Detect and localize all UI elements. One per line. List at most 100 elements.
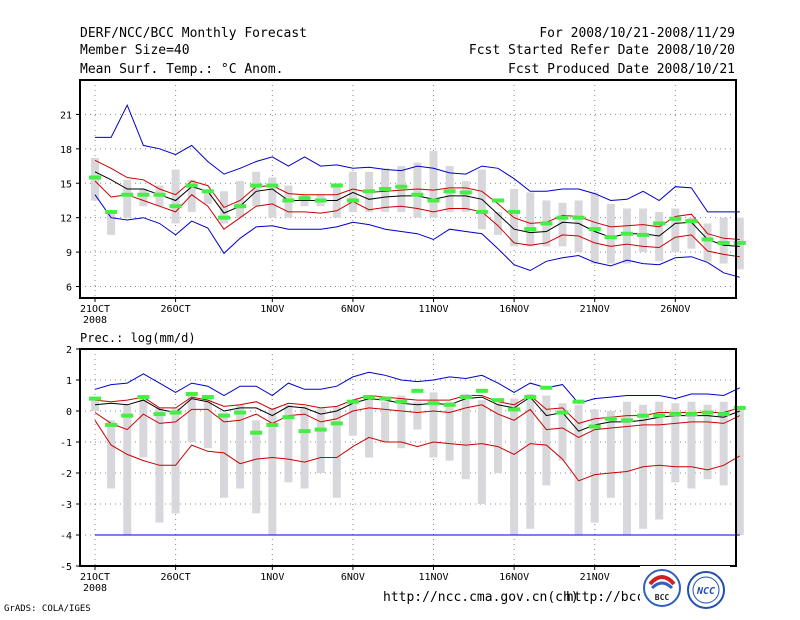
precipitation-chart: -5 -4 -3 -2 -1 0 1 2 21OCT 26OCT 1NOV 6NOV 11NOV 16NO… <box>60 345 746 594</box>
precip-member-range-bar <box>300 406 309 489</box>
temp-member-range-bar <box>187 179 196 212</box>
precip-observed-mark <box>701 410 714 415</box>
precip-member-range-bar <box>558 403 567 461</box>
precip-ytick-label: -1 <box>60 438 72 449</box>
temp-member-range-bar <box>445 166 454 212</box>
precip-ytick-label: -2 <box>60 469 72 480</box>
precip-observed-mark <box>508 407 521 412</box>
precip-ytick-label: -4 <box>60 531 72 542</box>
precip-ytick-label: 0 <box>66 407 72 418</box>
precip-xtick-label: 21NOV <box>580 572 610 583</box>
temp-observed-mark <box>459 190 472 195</box>
temp-member-range-bar <box>252 171 261 207</box>
temp-observed-mark <box>572 215 585 220</box>
temp-observed-mark <box>298 196 311 201</box>
precip-member-range-bar <box>284 404 293 483</box>
precip-series-min <box>94 420 741 482</box>
precip-observed-mark <box>572 399 585 404</box>
precip-observed-mark <box>475 388 488 393</box>
precip-member-range-bar <box>590 409 599 523</box>
precip-member-range-bar <box>655 401 664 520</box>
precip-ytick-label: -3 <box>60 500 72 511</box>
precip-member-range-bar <box>703 404 712 480</box>
precip-observed-mark <box>685 412 698 417</box>
temp-year-label: 2008 <box>83 315 107 326</box>
temp-observed-mark <box>443 189 456 194</box>
temp-observed-mark <box>346 198 359 203</box>
produced-date-label: Fcst Produced Date 2008/10/21 <box>508 62 735 77</box>
temp-member-range-bar <box>236 180 245 218</box>
temp-member-range-bar <box>494 211 502 235</box>
temp-observed-mark <box>588 227 601 232</box>
temp-observed-mark <box>89 175 101 180</box>
precip-member-range-bar <box>107 420 116 489</box>
precip-member-range-bar <box>574 404 583 535</box>
precip-observed-mark <box>298 429 311 434</box>
precip-observed-mark <box>459 395 472 400</box>
temp-member-range-bar <box>268 177 277 218</box>
temp-observed-mark <box>492 198 504 203</box>
precip-observed-mark <box>363 395 376 400</box>
temp-xtick-label: 21NOV <box>580 304 610 315</box>
precip-member-range-bar <box>671 403 680 483</box>
temp-observed-mark <box>121 192 134 197</box>
temp-xtick-label: 1NOV <box>260 304 284 315</box>
temp-member-range-bar <box>622 208 631 264</box>
temp-observed-mark <box>379 187 392 191</box>
temp-observed-mark <box>701 237 714 242</box>
temp-member-range-bar <box>203 191 212 204</box>
precip-observed-mark <box>169 410 182 415</box>
precip-member-range-bar <box>622 401 631 535</box>
temp-xtick-label: 21OCT <box>80 304 110 315</box>
precip-member-range-bar <box>139 395 148 458</box>
precip-member-range-bar <box>187 395 196 442</box>
precip-member-range-bar <box>461 393 470 480</box>
temp-series-upper <box>94 159 740 240</box>
bcc-url-link[interactable]: http://bcc. <box>566 590 653 605</box>
temp-observed-mark <box>363 189 376 194</box>
precip-observed-mark <box>395 399 408 404</box>
temp-observed-mark <box>733 240 746 245</box>
precip-member-range-bar <box>316 407 325 473</box>
temp-member-range-bar <box>526 192 535 247</box>
temp-member-range-bar <box>413 162 422 218</box>
precip-observed-mark <box>540 385 553 390</box>
temp-observed-mark <box>604 235 617 240</box>
precip-member-range-bar <box>252 420 261 514</box>
precip-member-range-bar <box>123 404 132 535</box>
temp-member-range-bar <box>558 202 567 247</box>
precip-observed-mark <box>669 412 682 417</box>
temp-ytick-label: 9 <box>66 248 72 259</box>
temp-ytick-label: 15 <box>60 179 72 190</box>
precip-plot-frame <box>79 348 737 567</box>
temp-observed-mark <box>475 209 488 214</box>
temp-member-range-bar <box>703 223 712 262</box>
precip-observed-mark <box>379 396 392 401</box>
precip-observed-mark <box>620 418 633 423</box>
temp-observed-mark <box>282 198 295 203</box>
temp-xtick-label: 11NOV <box>418 304 448 315</box>
temp-observed-mark <box>169 204 182 209</box>
temp-xtick-label: 26NOV <box>660 304 690 315</box>
temp-plot-frame <box>79 79 737 299</box>
precip-member-range-bar <box>219 412 228 498</box>
temp-observed-mark <box>153 192 166 197</box>
temperature-chart: 6 9 12 15 18 21 21OCT 26OCT 1NOV 6NOV 11NOV 16NOV 21… <box>60 79 746 326</box>
start-date-label: Fcst Started Refer Date 2008/10/20 <box>468 43 735 58</box>
precip-observed-mark <box>717 412 730 417</box>
precip-member-range-bar <box>365 397 374 458</box>
temp-xtick-label: 16NOV <box>499 304 529 315</box>
precip-observed-mark <box>153 412 166 417</box>
ncc-url-link[interactable]: http://ncc.cma.gov.cn(ch) <box>383 590 579 605</box>
precip-observed-mark <box>346 399 359 404</box>
precip-member-range-bar <box>494 403 502 473</box>
grads-credit: GrADS: COLA/IGES <box>4 604 91 614</box>
ncc-logo-text: NCC <box>696 586 715 597</box>
temp-observed-mark <box>637 232 650 237</box>
precip-ytick-label: -5 <box>60 562 72 573</box>
precip-xtick-label: 1NOV <box>260 572 284 583</box>
temp-observed-mark <box>717 240 730 245</box>
temp-observed-mark <box>250 183 263 188</box>
precip-observed-mark <box>733 405 746 410</box>
temp-member-range-bar <box>671 208 680 253</box>
